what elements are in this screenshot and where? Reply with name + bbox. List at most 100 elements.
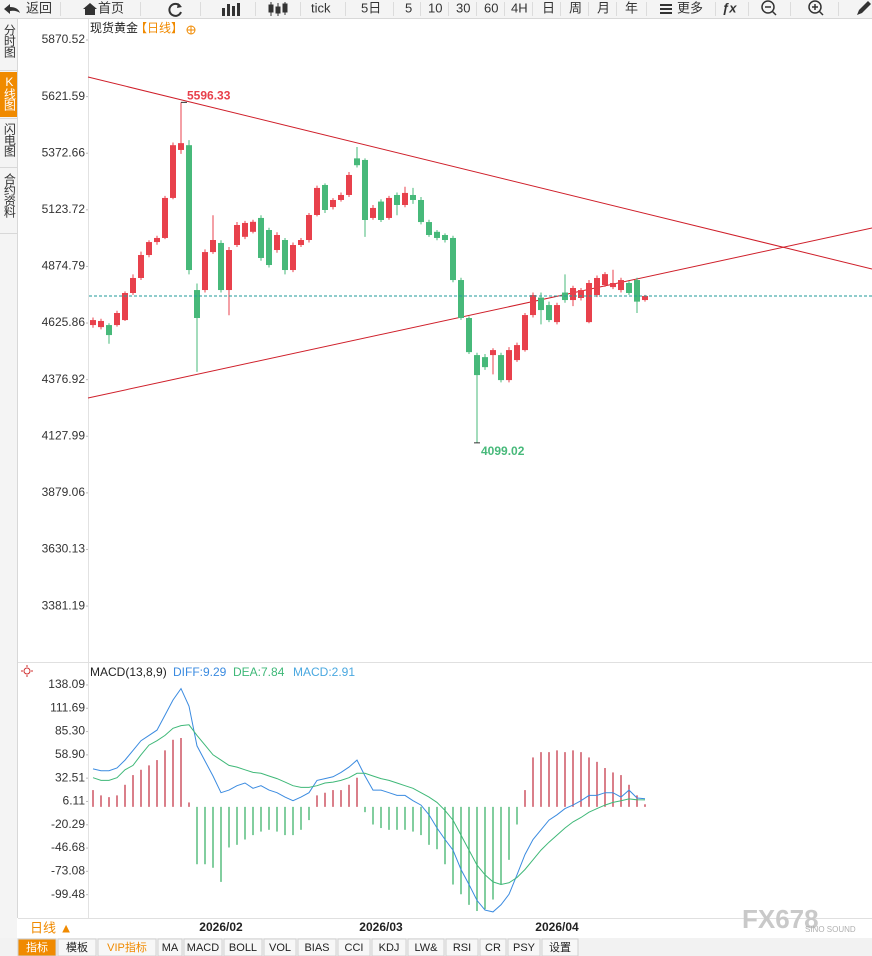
x-tick-label: 2026/03	[359, 920, 403, 934]
candle-body	[546, 305, 552, 321]
candle-body	[338, 194, 344, 200]
toolbar-button[interactable]: 60	[484, 0, 498, 15]
bottom-tab[interactable]: BIAS	[304, 942, 329, 954]
candle-body	[554, 305, 560, 323]
candle-body	[90, 320, 96, 326]
y-tick-label: 6.11	[63, 794, 86, 808]
bottom-tab[interactable]: VOL	[269, 942, 291, 954]
sidebar-tab[interactable]: K线图	[2, 75, 16, 111]
draw-icon[interactable]	[857, 1, 871, 15]
bottom-tab	[407, 938, 445, 956]
period-selector[interactable]: 日线 ▲	[30, 920, 72, 935]
candle-body	[178, 143, 184, 150]
trend-line	[87, 76, 872, 270]
bottom-tab-active	[17, 938, 57, 956]
zoom-out-icon[interactable]	[761, 0, 777, 16]
legend-item: MACD:2.91	[293, 665, 355, 679]
bottom-tab	[157, 938, 183, 956]
home-icon[interactable]	[83, 3, 97, 15]
y-tick-label: 5621.59	[42, 89, 86, 103]
toolbar-button[interactable]: 日	[542, 0, 555, 15]
candle-body	[634, 280, 640, 302]
indicator-title: MACD(13,8,9)	[90, 665, 167, 679]
period-label: 【日线】	[135, 21, 183, 35]
toolbar-button[interactable]: 更多	[677, 0, 703, 15]
candle-body	[522, 315, 528, 351]
indicator-settings-icon[interactable]	[21, 665, 33, 677]
toolbar-button[interactable]: 5日	[361, 0, 381, 15]
candle-body	[514, 345, 520, 361]
toolbar-button[interactable]: 4H	[511, 0, 528, 15]
candle-body	[386, 197, 392, 218]
add-icon[interactable]	[186, 25, 196, 35]
sidebar	[0, 19, 17, 956]
chart-title: 现货黄金	[90, 20, 138, 35]
candle-icon[interactable]	[268, 2, 288, 16]
bottom-tab	[183, 938, 223, 956]
toolbar-button[interactable]: 返回	[26, 0, 52, 15]
toolbar-button[interactable]: ƒx	[722, 0, 737, 15]
candle-body	[274, 235, 280, 251]
candle-body	[290, 245, 296, 271]
more-icon[interactable]	[660, 4, 672, 14]
bottom-tab[interactable]: RSI	[453, 942, 471, 954]
candle-body	[370, 207, 376, 218]
macd-line	[92, 724, 646, 886]
bottom-tab	[445, 938, 479, 956]
toolbar-button[interactable]: 年	[625, 0, 638, 15]
bottom-tab	[371, 938, 407, 956]
candle-body	[586, 282, 592, 323]
bottom-tab[interactable]: KDJ	[379, 942, 400, 954]
candle-body	[106, 325, 112, 336]
sidebar-tab[interactable]: 分时图	[2, 24, 16, 58]
candle-body	[450, 237, 456, 281]
candle-body	[170, 145, 176, 198]
x-tick-label: 2026/02	[199, 920, 243, 934]
bottom-tab[interactable]: 设置	[549, 941, 571, 954]
candle-body	[466, 318, 472, 353]
zoom-in-icon[interactable]	[808, 0, 824, 16]
back-icon[interactable]	[4, 4, 20, 14]
candle-body	[154, 237, 160, 243]
toolbar-button[interactable]: 月	[597, 0, 610, 15]
bottom-tab[interactable]: CR	[485, 942, 501, 954]
bottom-tab[interactable]: CCI	[345, 942, 364, 954]
candle-body	[266, 230, 272, 266]
bottom-tab[interactable]: VIP指标	[107, 940, 147, 954]
bottom-tab[interactable]: MA	[162, 942, 179, 954]
y-tick-label: 4625.86	[42, 315, 86, 329]
toolbar-button[interactable]: 10	[428, 0, 442, 15]
bottom-tab[interactable]: 模板	[66, 940, 88, 954]
watermark-sub: SINO SOUND	[805, 925, 856, 934]
y-tick-label: -99.48	[51, 887, 85, 901]
sidebar-tab[interactable]: 闪电图	[2, 123, 16, 157]
candle-body	[506, 350, 512, 381]
candle-body	[570, 287, 576, 301]
bar-icon[interactable]	[222, 3, 240, 16]
candle-body	[602, 274, 608, 286]
refresh-icon[interactable]	[168, 2, 182, 17]
y-tick-label: 3381.19	[42, 598, 86, 612]
candle-body	[538, 297, 544, 311]
bottom-tab	[337, 938, 371, 956]
bottom-tab[interactable]: BOLL	[229, 942, 257, 954]
toolbar-button[interactable]: 首页	[98, 0, 124, 15]
bottom-tab[interactable]: LW&	[414, 942, 438, 954]
toolbar-button[interactable]: tick	[311, 0, 331, 15]
candle-body	[218, 242, 224, 291]
bottom-tab	[479, 938, 507, 956]
bottom-tab[interactable]: MACD	[187, 942, 219, 954]
y-tick-label: 5123.72	[42, 202, 86, 216]
bottom-tab[interactable]: 指标	[26, 940, 48, 954]
toolbar-button[interactable]: 30	[456, 0, 470, 15]
candle-body	[530, 295, 536, 316]
candle-body	[330, 199, 336, 208]
bottom-tab[interactable]: PSY	[513, 942, 536, 954]
toolbar-button[interactable]: 周	[569, 0, 582, 15]
toolbar-button[interactable]: 5	[405, 0, 412, 15]
candle-body	[226, 250, 232, 291]
y-tick-label: 32.51	[55, 770, 85, 784]
legend-item: DIFF:9.29	[173, 665, 227, 679]
sidebar-tab[interactable]: 合约资料	[2, 172, 16, 218]
